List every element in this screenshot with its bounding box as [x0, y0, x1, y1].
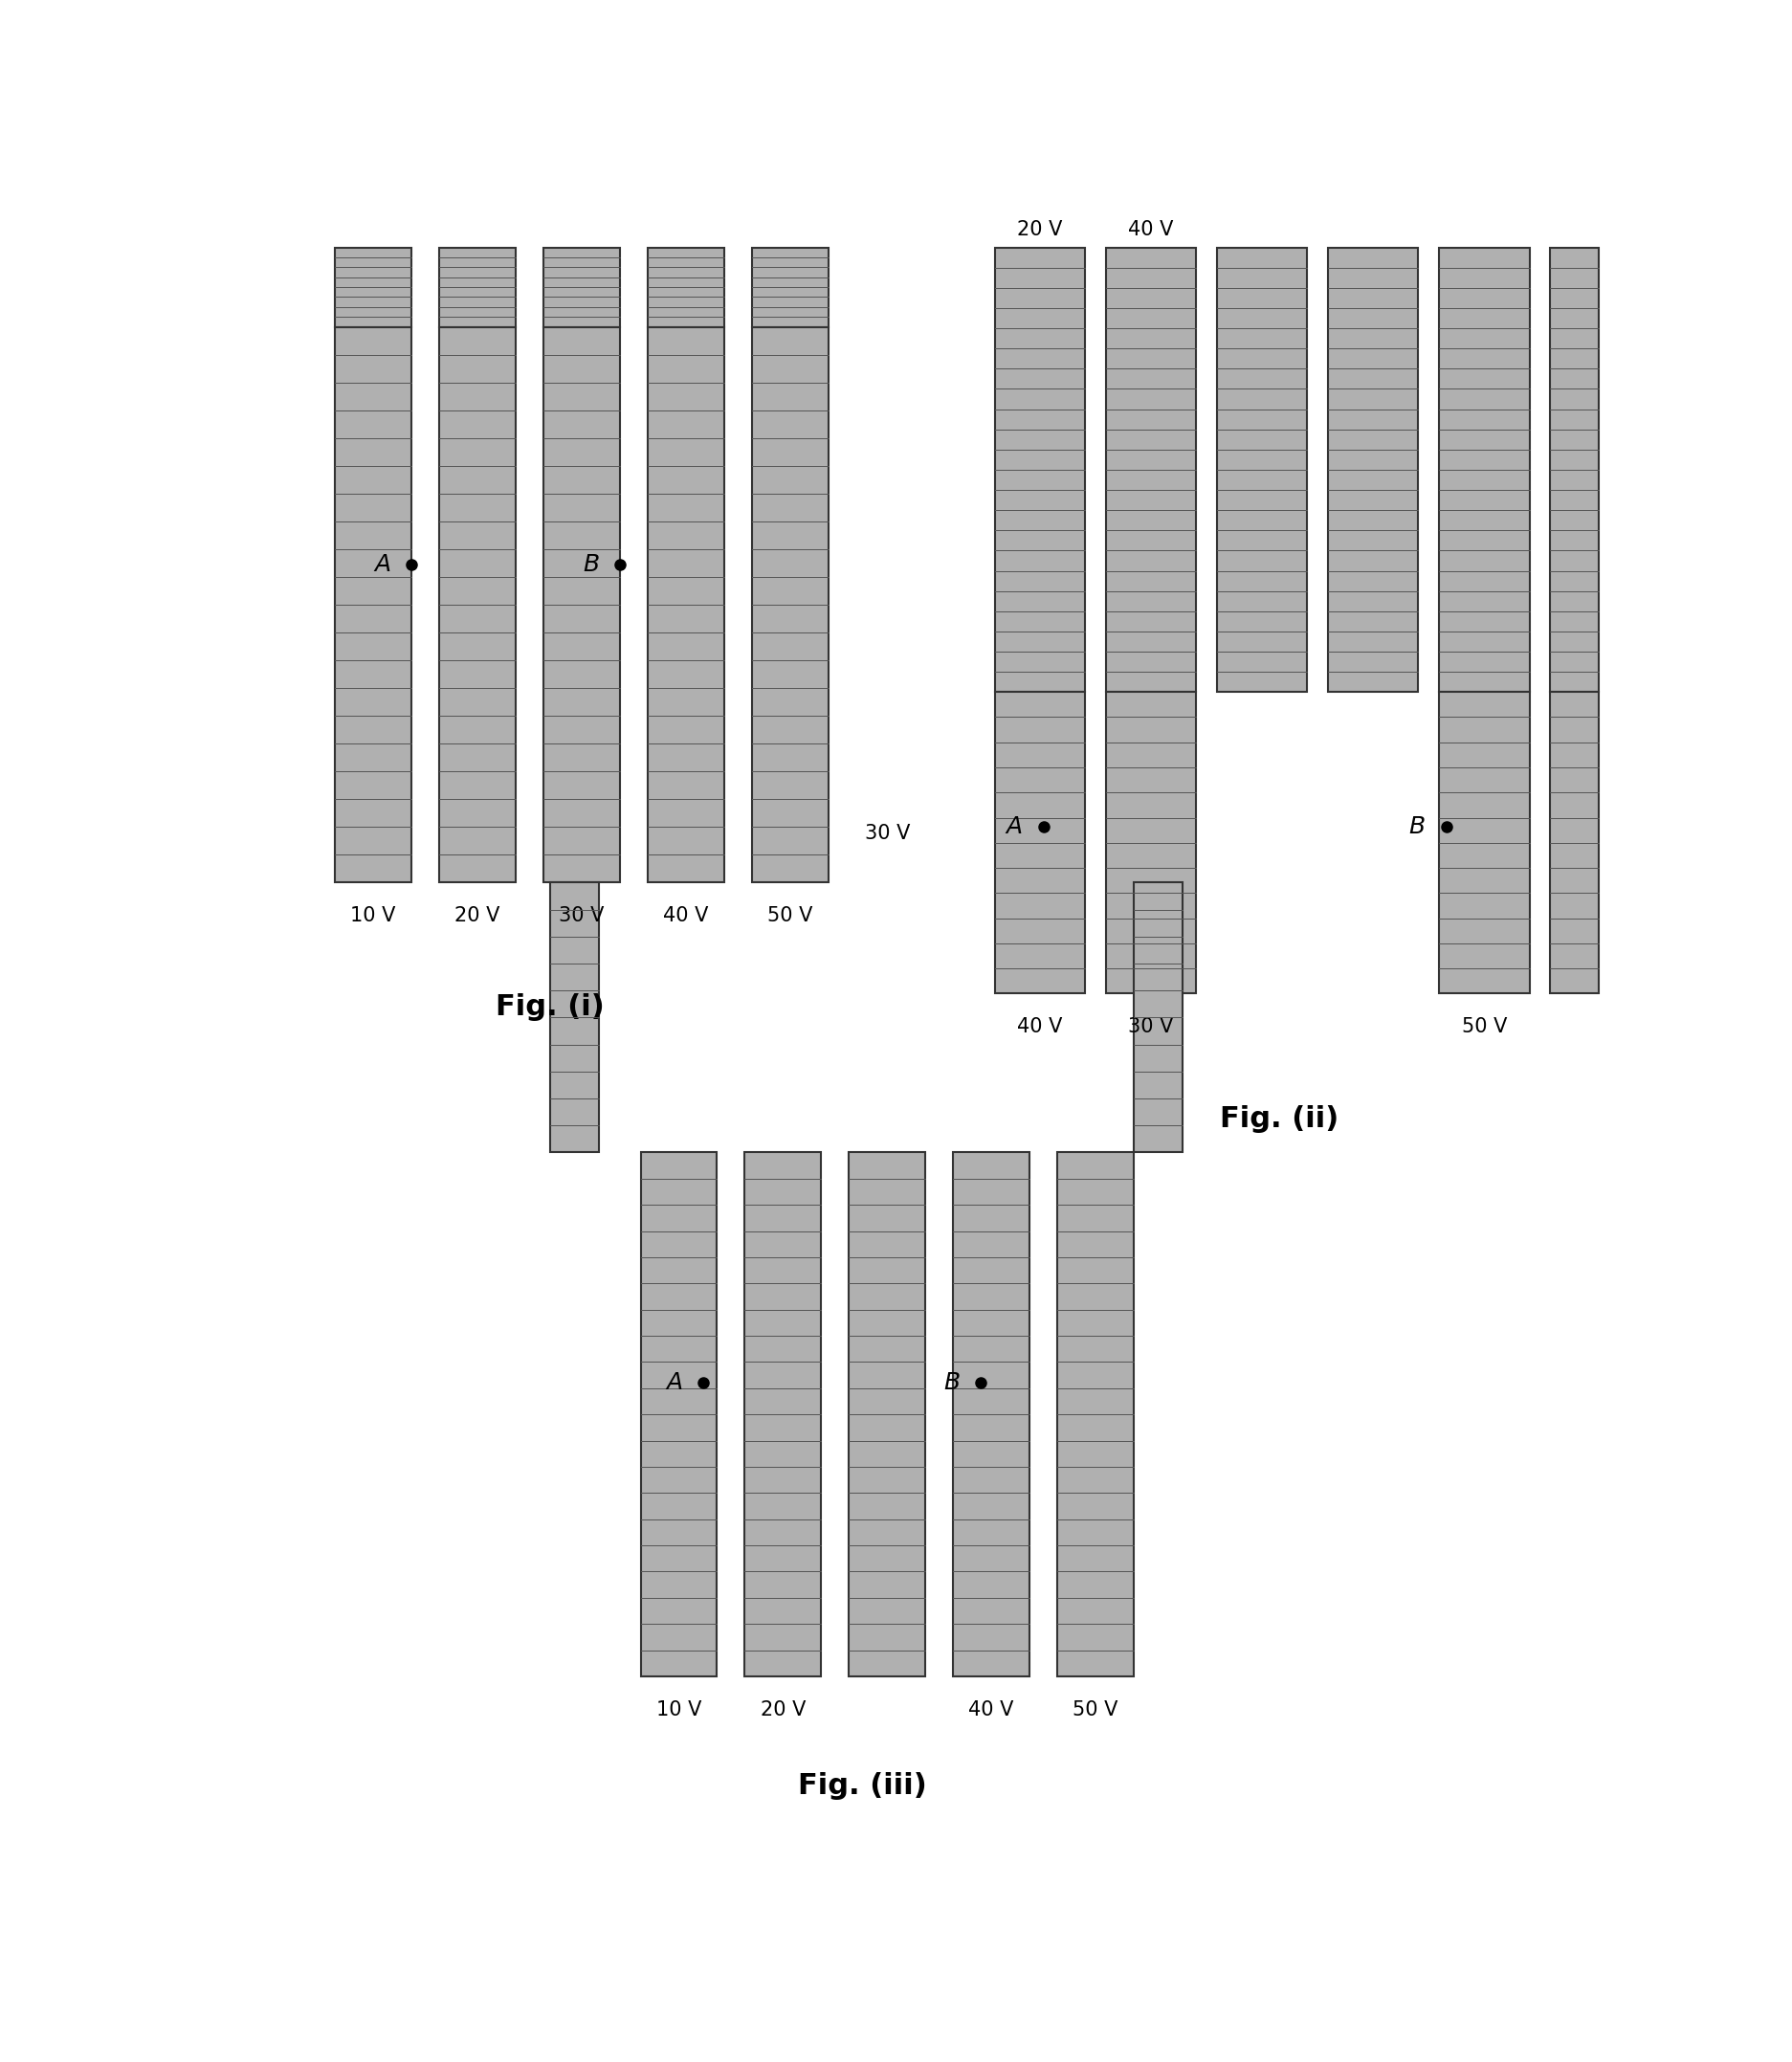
Bar	[1328, 247, 1419, 693]
Bar	[439, 247, 516, 326]
Bar	[543, 326, 620, 883]
Bar	[745, 1153, 821, 1676]
Text: A: A	[667, 1371, 683, 1394]
Bar	[753, 326, 828, 883]
Text: 10 V: 10 V	[351, 907, 396, 926]
Bar	[335, 326, 412, 883]
Bar	[1550, 693, 1598, 994]
Text: Fig. (iii): Fig. (iii)	[799, 1771, 926, 1800]
Bar	[995, 247, 1086, 693]
Bar	[1217, 247, 1308, 693]
Text: Fig. (ii): Fig. (ii)	[1220, 1105, 1339, 1132]
Text: B: B	[944, 1371, 961, 1394]
Text: 50 V: 50 V	[1073, 1701, 1118, 1720]
Text: B: B	[1409, 814, 1425, 839]
Bar	[1134, 883, 1183, 1153]
Bar	[647, 326, 724, 883]
Text: A: A	[1005, 814, 1023, 839]
Text: 30 V: 30 V	[1129, 1017, 1174, 1037]
Bar	[1439, 247, 1529, 693]
Text: 40 V: 40 V	[969, 1701, 1014, 1720]
Text: 30 V: 30 V	[559, 907, 604, 926]
Bar	[335, 247, 412, 326]
Bar	[550, 883, 599, 1153]
Bar	[647, 247, 724, 326]
Bar	[1057, 1153, 1134, 1676]
Text: Fig. (i): Fig. (i)	[496, 994, 604, 1021]
Text: 30 V: 30 V	[864, 823, 910, 843]
Bar	[642, 1153, 717, 1676]
Text: 50 V: 50 V	[767, 907, 812, 926]
Text: 20 V: 20 V	[760, 1701, 806, 1720]
Bar	[1550, 247, 1598, 693]
Text: 50 V: 50 V	[1462, 1017, 1507, 1037]
Bar	[543, 247, 620, 326]
Text: 20 V: 20 V	[1018, 221, 1063, 239]
Bar	[439, 326, 516, 883]
Text: B: B	[582, 553, 599, 577]
Bar	[849, 1153, 925, 1676]
Text: 40 V: 40 V	[1129, 221, 1174, 239]
Text: 40 V: 40 V	[663, 907, 708, 926]
Bar	[1106, 693, 1197, 994]
Text: 10 V: 10 V	[656, 1701, 701, 1720]
Text: 40 V: 40 V	[1018, 1017, 1063, 1037]
Text: A: A	[375, 553, 391, 577]
Text: 20 V: 20 V	[455, 907, 500, 926]
Bar	[953, 1153, 1029, 1676]
Bar	[1106, 247, 1197, 693]
Bar	[995, 693, 1086, 994]
Bar	[1439, 693, 1529, 994]
Bar	[753, 247, 828, 326]
